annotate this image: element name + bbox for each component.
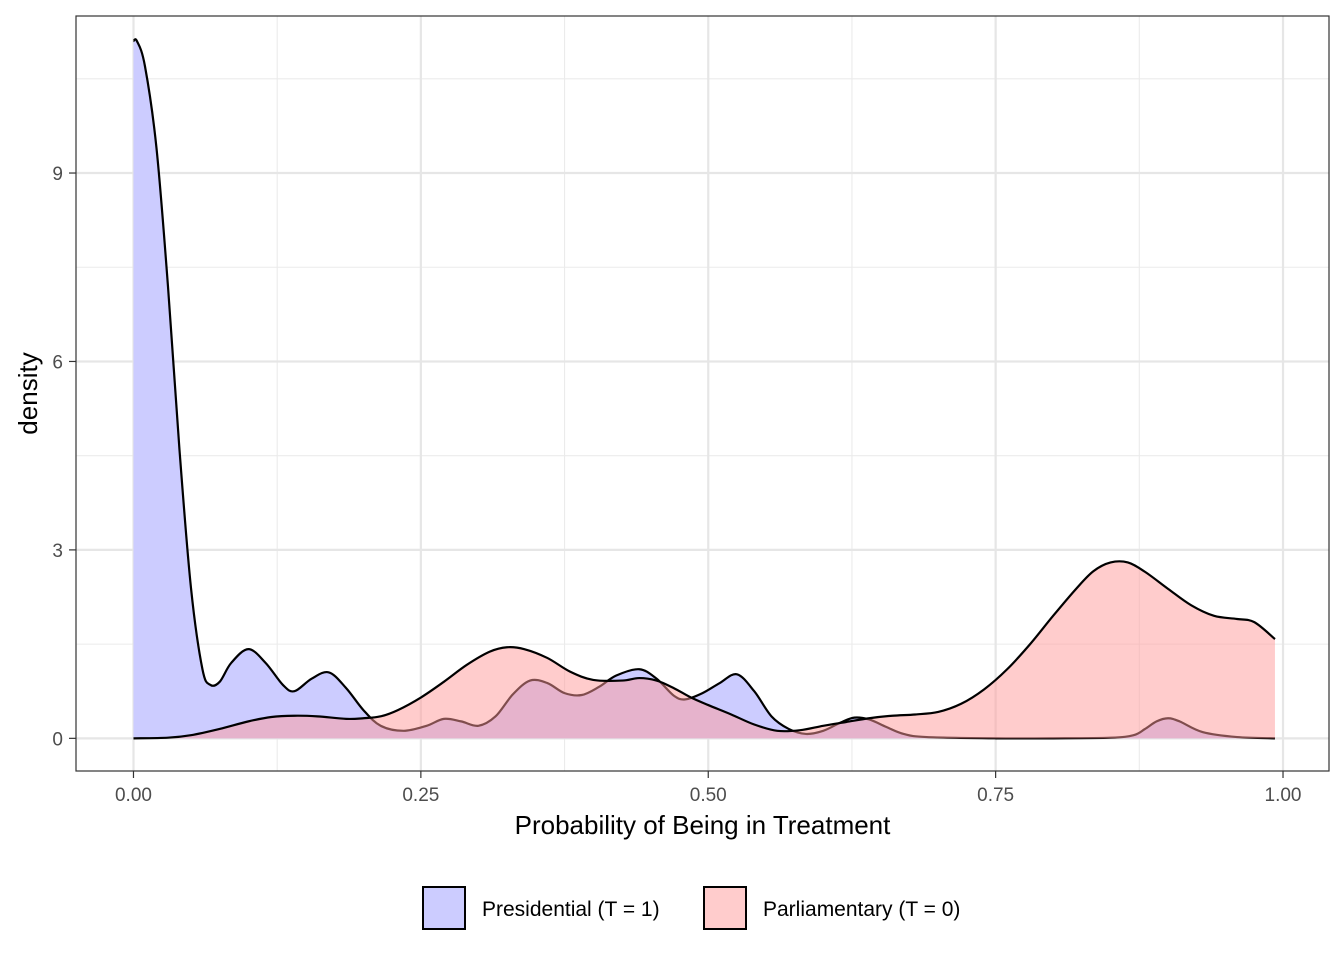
legend: Presidential (T = 1) Parliamentary (T = … — [422, 886, 960, 930]
y-tick-label: 9 — [52, 164, 63, 185]
density-areas — [132, 38, 1276, 740]
x-axis-ticks: 0.00 0.25 0.50 0.75 1.00 — [115, 771, 1302, 806]
x-tick-label: 0.25 — [402, 785, 439, 806]
y-tick-label: 3 — [52, 541, 63, 562]
y-axis-ticks: 0 3 6 9 — [52, 164, 76, 750]
x-tick-label: 0.75 — [977, 785, 1014, 806]
legend-key-presidential — [422, 886, 466, 930]
x-tick-label: 0.00 — [115, 785, 152, 806]
density-line-parliamentary — [133, 560, 1276, 740]
y-axis-title: density — [13, 352, 43, 434]
x-tick-label: 1.00 — [1265, 785, 1302, 806]
y-tick-label: 6 — [52, 352, 63, 373]
panel-border — [75, 15, 1330, 772]
legend-key-parliamentary — [703, 886, 747, 930]
density-area-parliamentary — [133, 561, 1275, 739]
density-area-presidential — [133, 39, 1275, 739]
legend-label-parliamentary: Parliamentary (T = 0) — [763, 898, 960, 921]
y-tick-label: 0 — [52, 729, 63, 750]
minor-gridlines — [76, 16, 1329, 771]
x-axis-title: Probability of Being in Treatment — [515, 810, 892, 840]
x-tick-label: 0.50 — [690, 785, 727, 806]
legend-label-presidential: Presidential (T = 1) — [482, 898, 660, 921]
